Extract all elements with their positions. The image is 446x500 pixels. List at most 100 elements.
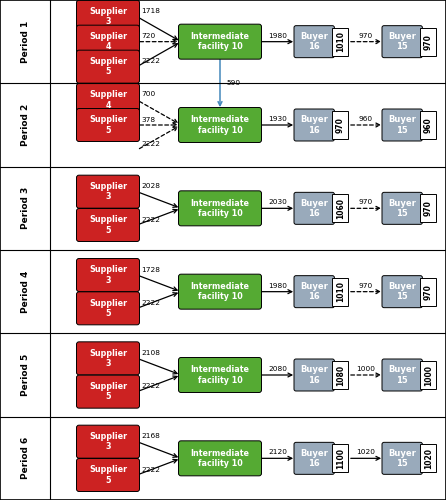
- Text: Buyer
15: Buyer 15: [388, 366, 416, 384]
- Text: Supplier
5: Supplier 5: [89, 466, 127, 484]
- Text: Supplier
4: Supplier 4: [89, 32, 127, 52]
- FancyBboxPatch shape: [382, 26, 422, 58]
- Text: 970: 970: [336, 117, 345, 133]
- Text: 1010: 1010: [336, 31, 345, 52]
- Bar: [332, 194, 348, 222]
- Text: Period 4: Period 4: [21, 270, 29, 313]
- Text: 1020: 1020: [356, 450, 376, 456]
- Text: 1060: 1060: [336, 198, 345, 219]
- FancyBboxPatch shape: [77, 375, 140, 408]
- Bar: [332, 278, 348, 305]
- FancyBboxPatch shape: [77, 84, 140, 116]
- FancyBboxPatch shape: [294, 276, 334, 308]
- Text: Buyer
15: Buyer 15: [388, 448, 416, 468]
- Text: Supplier
3: Supplier 3: [89, 266, 127, 284]
- FancyBboxPatch shape: [178, 191, 261, 226]
- Text: Period 6: Period 6: [21, 437, 29, 480]
- Text: Buyer
15: Buyer 15: [388, 32, 416, 52]
- Text: Intermediate
facility 10: Intermediate facility 10: [190, 198, 249, 218]
- Text: Buyer
15: Buyer 15: [388, 282, 416, 302]
- Text: 970: 970: [359, 200, 373, 205]
- FancyBboxPatch shape: [77, 342, 140, 375]
- Text: Supplier
5: Supplier 5: [89, 382, 127, 402]
- Text: Buyer
15: Buyer 15: [388, 198, 416, 218]
- Bar: [421, 194, 436, 222]
- Text: 970: 970: [424, 284, 433, 300]
- Text: Buyer
16: Buyer 16: [300, 366, 328, 384]
- FancyBboxPatch shape: [77, 175, 140, 208]
- Text: 2222: 2222: [141, 216, 160, 222]
- Text: 2030: 2030: [268, 200, 287, 205]
- Bar: [421, 361, 436, 389]
- FancyBboxPatch shape: [294, 109, 334, 141]
- Text: 1728: 1728: [141, 266, 160, 272]
- Text: 1000: 1000: [424, 364, 433, 386]
- Text: Supplier
3: Supplier 3: [89, 182, 127, 202]
- Text: 960: 960: [424, 117, 433, 133]
- Text: 1020: 1020: [424, 448, 433, 469]
- Text: 970: 970: [424, 200, 433, 216]
- FancyBboxPatch shape: [77, 425, 140, 458]
- Text: 1010: 1010: [336, 281, 345, 302]
- Text: Period 2: Period 2: [21, 104, 29, 146]
- Text: Supplier
5: Supplier 5: [89, 298, 127, 318]
- Text: 1980: 1980: [268, 32, 287, 38]
- Text: Supplier
5: Supplier 5: [89, 216, 127, 234]
- Text: Buyer
16: Buyer 16: [300, 282, 328, 302]
- Text: 970: 970: [359, 282, 373, 288]
- Bar: [421, 278, 436, 305]
- FancyBboxPatch shape: [178, 24, 261, 59]
- Bar: [421, 444, 436, 472]
- Text: Buyer
16: Buyer 16: [300, 198, 328, 218]
- Text: Intermediate
facility 10: Intermediate facility 10: [190, 448, 249, 468]
- FancyBboxPatch shape: [382, 442, 422, 474]
- FancyBboxPatch shape: [382, 192, 422, 224]
- Text: 2080: 2080: [268, 366, 287, 372]
- Text: 720: 720: [141, 33, 155, 39]
- Text: 2222: 2222: [141, 300, 160, 306]
- Text: 960: 960: [359, 116, 373, 122]
- Text: Buyer
16: Buyer 16: [300, 448, 328, 468]
- Text: 700: 700: [141, 92, 155, 98]
- Text: 1980: 1980: [268, 282, 287, 288]
- Text: 2222: 2222: [141, 466, 160, 472]
- Text: Intermediate
facility 10: Intermediate facility 10: [190, 32, 249, 52]
- Text: 2120: 2120: [268, 450, 287, 456]
- Text: Buyer
16: Buyer 16: [300, 116, 328, 134]
- Text: Intermediate
facility 10: Intermediate facility 10: [190, 282, 249, 302]
- Bar: [332, 28, 348, 56]
- Text: Supplier
3: Supplier 3: [89, 432, 127, 452]
- FancyBboxPatch shape: [77, 25, 140, 58]
- Text: Intermediate
facility 10: Intermediate facility 10: [190, 116, 249, 134]
- Text: 2222: 2222: [141, 58, 160, 64]
- Text: 970: 970: [424, 34, 433, 50]
- Text: Period 3: Period 3: [21, 187, 29, 230]
- Text: 1000: 1000: [356, 366, 376, 372]
- Text: 2108: 2108: [141, 350, 160, 356]
- Bar: [332, 111, 348, 139]
- FancyBboxPatch shape: [77, 292, 140, 325]
- FancyBboxPatch shape: [382, 276, 422, 308]
- Text: Supplier
5: Supplier 5: [89, 116, 127, 134]
- Text: Supplier
4: Supplier 4: [89, 90, 127, 110]
- Text: 1080: 1080: [336, 364, 345, 386]
- Text: 2222: 2222: [141, 383, 160, 389]
- Text: 1100: 1100: [336, 448, 345, 469]
- FancyBboxPatch shape: [382, 109, 422, 141]
- Text: Supplier
5: Supplier 5: [89, 57, 127, 76]
- Text: Period 5: Period 5: [21, 354, 29, 396]
- Text: 378: 378: [141, 116, 155, 122]
- Bar: [332, 361, 348, 389]
- Bar: [332, 444, 348, 472]
- Text: Buyer
16: Buyer 16: [300, 32, 328, 52]
- Bar: [421, 111, 436, 139]
- FancyBboxPatch shape: [77, 208, 140, 242]
- Text: Supplier
3: Supplier 3: [89, 348, 127, 368]
- Text: Supplier
3: Supplier 3: [89, 7, 127, 26]
- FancyBboxPatch shape: [294, 26, 334, 58]
- FancyBboxPatch shape: [178, 274, 261, 309]
- Text: Period 1: Period 1: [21, 20, 29, 63]
- FancyBboxPatch shape: [294, 192, 334, 224]
- FancyBboxPatch shape: [77, 458, 140, 492]
- FancyBboxPatch shape: [178, 108, 261, 142]
